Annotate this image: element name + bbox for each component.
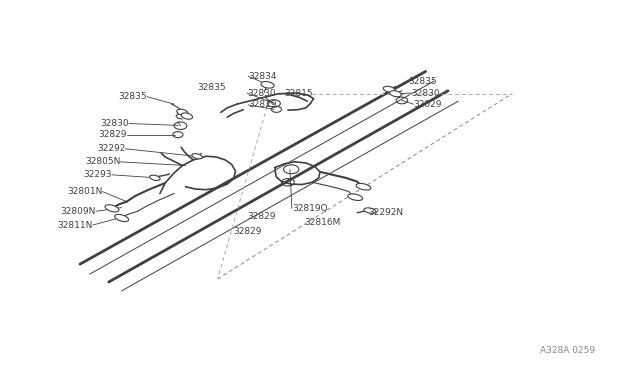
Text: 32830: 32830 xyxy=(411,89,440,97)
Ellipse shape xyxy=(348,194,363,201)
Text: 32293: 32293 xyxy=(83,170,112,179)
Ellipse shape xyxy=(383,86,395,92)
Ellipse shape xyxy=(115,214,129,222)
Ellipse shape xyxy=(150,175,160,180)
Text: 32292: 32292 xyxy=(97,144,125,153)
Text: 32811N: 32811N xyxy=(58,221,93,230)
Ellipse shape xyxy=(192,154,202,159)
Text: 32835: 32835 xyxy=(197,83,226,92)
Text: 32029: 32029 xyxy=(413,100,442,109)
Ellipse shape xyxy=(261,81,274,88)
Text: 32834: 32834 xyxy=(248,72,277,81)
Text: 32815: 32815 xyxy=(284,89,313,98)
Ellipse shape xyxy=(356,183,371,190)
Text: 32801N: 32801N xyxy=(67,187,102,196)
Text: 32829: 32829 xyxy=(248,100,277,109)
Text: 32819Q: 32819Q xyxy=(292,204,328,213)
Text: 32830: 32830 xyxy=(247,89,276,97)
Text: 32809N: 32809N xyxy=(61,207,96,216)
Ellipse shape xyxy=(177,109,188,115)
Text: 32829: 32829 xyxy=(247,212,276,221)
Ellipse shape xyxy=(390,91,401,97)
Text: 32835: 32835 xyxy=(408,77,437,86)
Ellipse shape xyxy=(364,208,376,213)
Text: 32830: 32830 xyxy=(100,119,129,128)
Text: 32816M: 32816M xyxy=(305,218,341,227)
Text: 32835: 32835 xyxy=(118,92,147,101)
Text: 32829: 32829 xyxy=(98,130,127,139)
Text: 32829: 32829 xyxy=(233,227,261,236)
Ellipse shape xyxy=(105,205,119,212)
Ellipse shape xyxy=(181,113,193,119)
Text: 32805N: 32805N xyxy=(85,157,120,166)
Text: A328A 0259: A328A 0259 xyxy=(540,346,595,355)
Text: 32292N: 32292N xyxy=(368,208,403,217)
